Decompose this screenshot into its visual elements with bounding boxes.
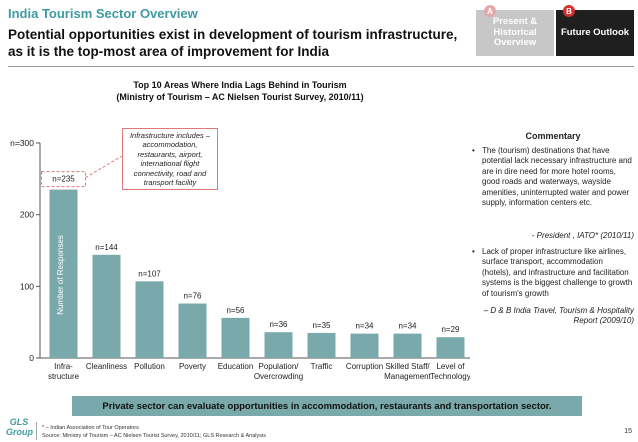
bar-1 — [92, 254, 121, 358]
y-axis-label: Number of Responses — [56, 235, 65, 315]
footer-divider — [36, 422, 37, 440]
commentary-list-2: Lack of proper infrastructure like airli… — [472, 247, 634, 299]
category-label-3: Poverty — [179, 362, 206, 371]
category-label-0: structure — [48, 372, 80, 381]
data-label-0: n=235 — [52, 175, 75, 184]
y-tick-label: n=300 — [10, 138, 34, 148]
infrastructure-callout: Infrastructure includes – accommodation,… — [122, 128, 218, 191]
tab-future-outlook[interactable]: Future Outlook — [556, 10, 634, 56]
commentary-point-2: Lack of proper infrastructure like airli… — [472, 247, 634, 299]
bar-5 — [264, 332, 293, 358]
data-label-6: n=35 — [312, 321, 331, 330]
data-label-5: n=36 — [269, 320, 288, 329]
commentary-point-1: The (tourism) destinations that have pot… — [472, 146, 634, 208]
header-divider — [8, 66, 634, 67]
tab-b-badge: B — [563, 5, 575, 17]
data-label-2: n=107 — [138, 269, 161, 278]
data-label-9: n=29 — [441, 325, 460, 334]
data-label-1: n=144 — [95, 243, 118, 252]
bar-3 — [178, 303, 207, 358]
bar-0 — [49, 189, 78, 358]
category-label-4: Education — [218, 362, 254, 371]
commentary-title: Commentary — [525, 131, 581, 141]
tab-a-badge: A — [484, 5, 496, 17]
page-number: 15 — [624, 428, 632, 435]
category-label-1: Cleanliness — [86, 362, 127, 371]
commentary-list: The (tourism) destinations that have pot… — [472, 146, 634, 208]
bar-chart: 0 100 200 n=300 n=235 Infra-structure n=144 Cle… — [10, 138, 470, 381]
bar-9 — [436, 337, 465, 358]
footnote: * – Indian Association of Tour Operators — [42, 425, 139, 431]
commentary-quote-1: - President , IATO* (2010/11) — [531, 231, 634, 240]
conclusion-banner: Private sector can evaluate opportunitie… — [72, 396, 582, 416]
tab-b-label: Future Outlook — [560, 26, 630, 38]
category-label-9: Technology — [430, 372, 470, 381]
data-label-8: n=34 — [398, 322, 417, 331]
category-label-9: Level of — [436, 362, 465, 371]
category-label-5: Population/ — [258, 362, 299, 371]
data-label-7: n=34 — [355, 322, 374, 331]
chart-title: Top 10 Areas Where India Lags Behind in … — [133, 80, 347, 90]
bar-8 — [393, 333, 422, 358]
category-label-6: Traffic — [311, 362, 333, 371]
section-title: India Tourism Sector Overview — [8, 6, 198, 21]
source-note: Source: Ministry of Tourism – AC Nielsen… — [42, 433, 266, 439]
y-tick-label: 100 — [20, 281, 34, 291]
data-label-4: n=56 — [226, 306, 245, 315]
bar-7 — [350, 333, 379, 358]
tab-a-label: Present & Historical Overview — [492, 15, 538, 49]
category-label-8: Management — [384, 372, 431, 381]
category-label-7: Corruption — [346, 362, 383, 371]
y-tick-label: 0 — [29, 353, 34, 363]
y-tick-label: 200 — [20, 210, 34, 220]
data-label-3: n=76 — [183, 292, 202, 301]
highlight-box — [41, 171, 86, 188]
headline-line-1: Potential opportunities exist in develop… — [8, 27, 458, 42]
category-label-0: Infra- — [54, 362, 73, 371]
category-label-5: Overcrowding — [254, 372, 303, 381]
callout-connector — [85, 155, 123, 179]
tab-present-historical-overview[interactable]: Present & Historical Overview — [476, 10, 554, 56]
category-label-8: Skilled Staff/ — [385, 362, 430, 371]
bar-4 — [221, 317, 250, 358]
bar-2 — [135, 281, 164, 358]
gls-logo: GLS Group — [6, 417, 33, 437]
headline-line-2: as it is the top-most area of improvemen… — [8, 44, 330, 59]
commentary-quote-2: – D & B India Travel, Tourism & Hospital… — [483, 306, 634, 326]
bar-6 — [307, 332, 336, 358]
chart-subtitle: (Ministry of Tourism – AC Nielsen Touris… — [116, 92, 364, 102]
category-label-2: Pollution — [134, 362, 165, 371]
